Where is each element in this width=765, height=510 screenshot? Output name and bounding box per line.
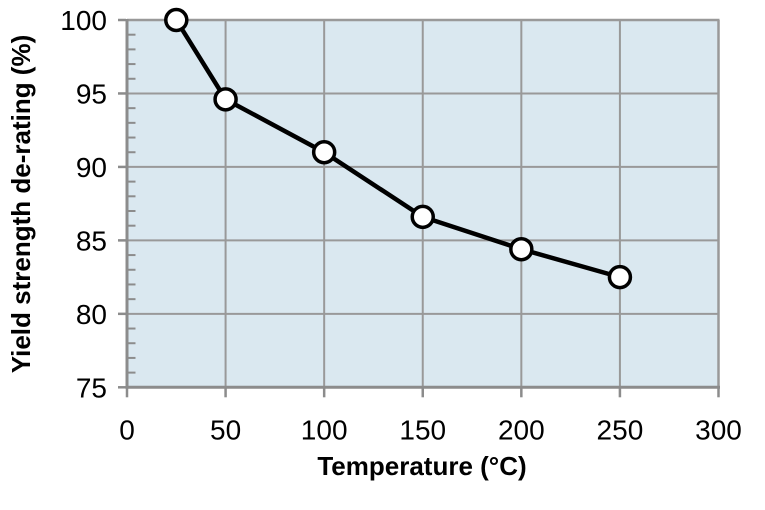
data-point-marker [607,264,633,290]
y-tick-label: 75 [76,372,107,403]
x-tick-label: 100 [301,414,348,445]
x-tick-label: 250 [597,414,644,445]
x-tick-label: 150 [399,414,446,445]
y-axis-title: Yield strength de-rating (%) [6,35,36,374]
data-point-marker [213,87,238,112]
data-point-marker [410,204,435,230]
gridlines [127,20,719,388]
x-tick-label: 50 [210,414,241,445]
axes [125,19,720,389]
y-tick-label: 100 [60,5,107,36]
y-tick-label: 85 [76,225,107,256]
y-tick-label: 90 [76,152,107,183]
x-tick-label: 0 [119,414,135,445]
major-ticks [118,18,720,398]
y-tick-label: 80 [76,299,107,330]
tick-labels: 75 80 85 90 95 100 0 50 100 150 200 250 300 [60,5,742,445]
x-tick-label: 200 [498,414,545,445]
data-point-marker [509,236,534,262]
x-tick-label: 300 [695,414,742,445]
x-axis-title: Temperature (°C) [317,451,526,481]
data-point-marker [311,139,337,165]
data-line [174,17,623,280]
data-point-marker [164,7,189,33]
plot-borders [127,18,720,388]
data-series [164,7,633,290]
y-minor-ticks [128,33,136,374]
y-tick-label: 95 [76,78,107,109]
